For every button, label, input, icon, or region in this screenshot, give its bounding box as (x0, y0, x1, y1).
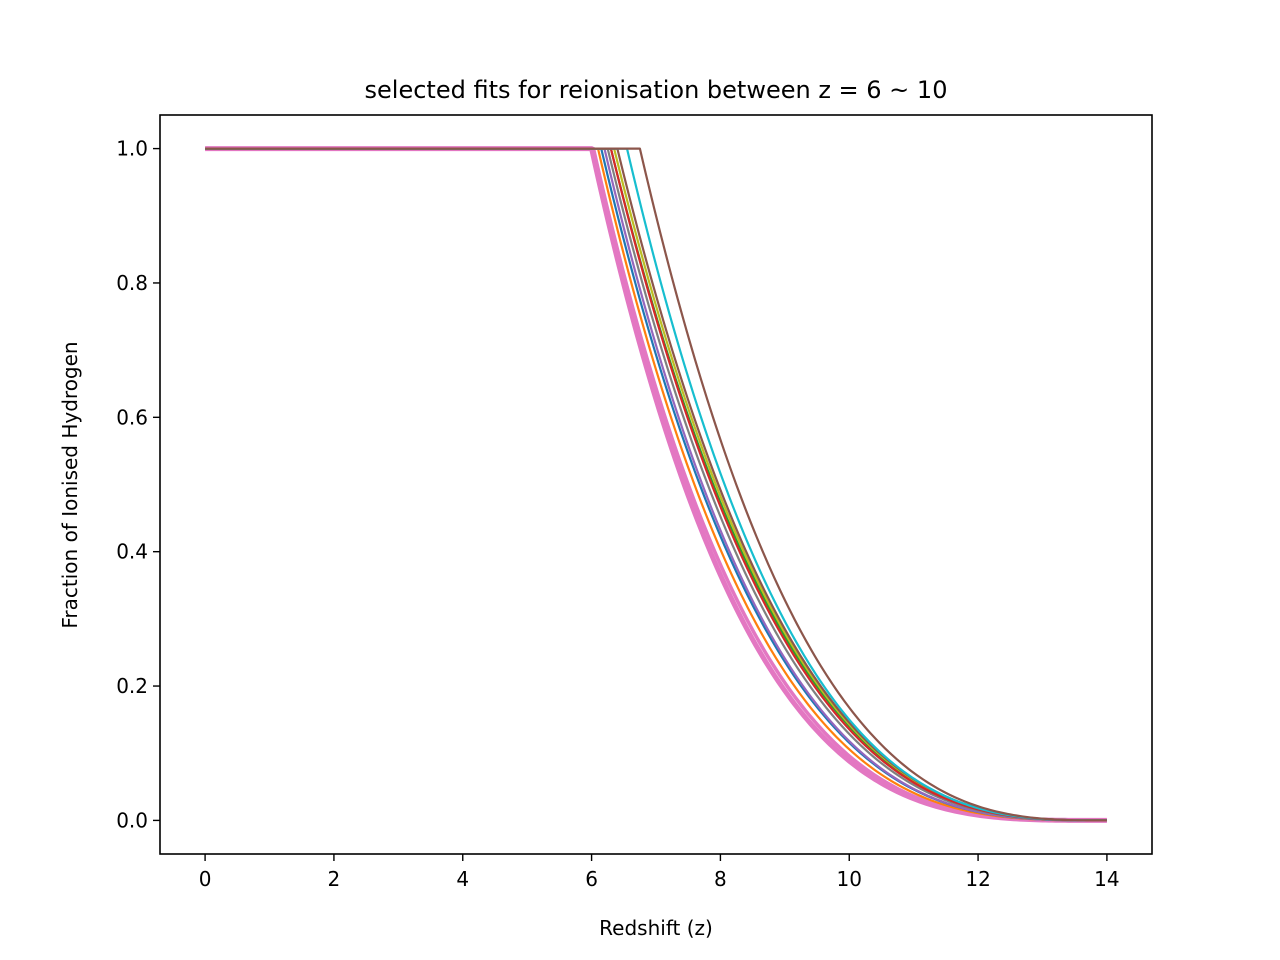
chart-title: selected fits for reionisation between z… (365, 76, 948, 104)
plot-area (159, 114, 1153, 855)
x-tick-label: 12 (965, 867, 990, 891)
x-tick-label: 6 (585, 867, 598, 891)
x-tick-label: 4 (456, 867, 469, 891)
x-tick-label: 10 (837, 867, 862, 891)
y-tick-label: 0.6 (116, 405, 148, 429)
x-tick-label: 0 (199, 867, 212, 891)
y-tick-label: 0.0 (116, 808, 148, 832)
series-layer (205, 146, 1107, 823)
x-tick-label: 14 (1094, 867, 1119, 891)
plot-frame (159, 114, 1153, 855)
y-axis-label: Fraction of Ionised Hydrogen (58, 341, 82, 628)
x-axis-label: Redshift (z) (599, 916, 713, 940)
y-tick-label: 0.8 (116, 271, 148, 295)
y-axis: 0.0 0.2 0.4 0.6 0.8 1.0 (116, 137, 160, 832)
plot-background (160, 115, 1152, 854)
y-tick-label: 0.4 (116, 540, 148, 564)
y-tick-label: 1.0 (116, 137, 148, 161)
y-tick-label: 0.2 (116, 674, 148, 698)
x-tick-label: 2 (328, 867, 341, 891)
x-axis: 0 2 4 6 8 10 12 14 (199, 854, 1120, 891)
x-tick-label: 8 (714, 867, 727, 891)
series-line-12 (205, 147, 1107, 822)
